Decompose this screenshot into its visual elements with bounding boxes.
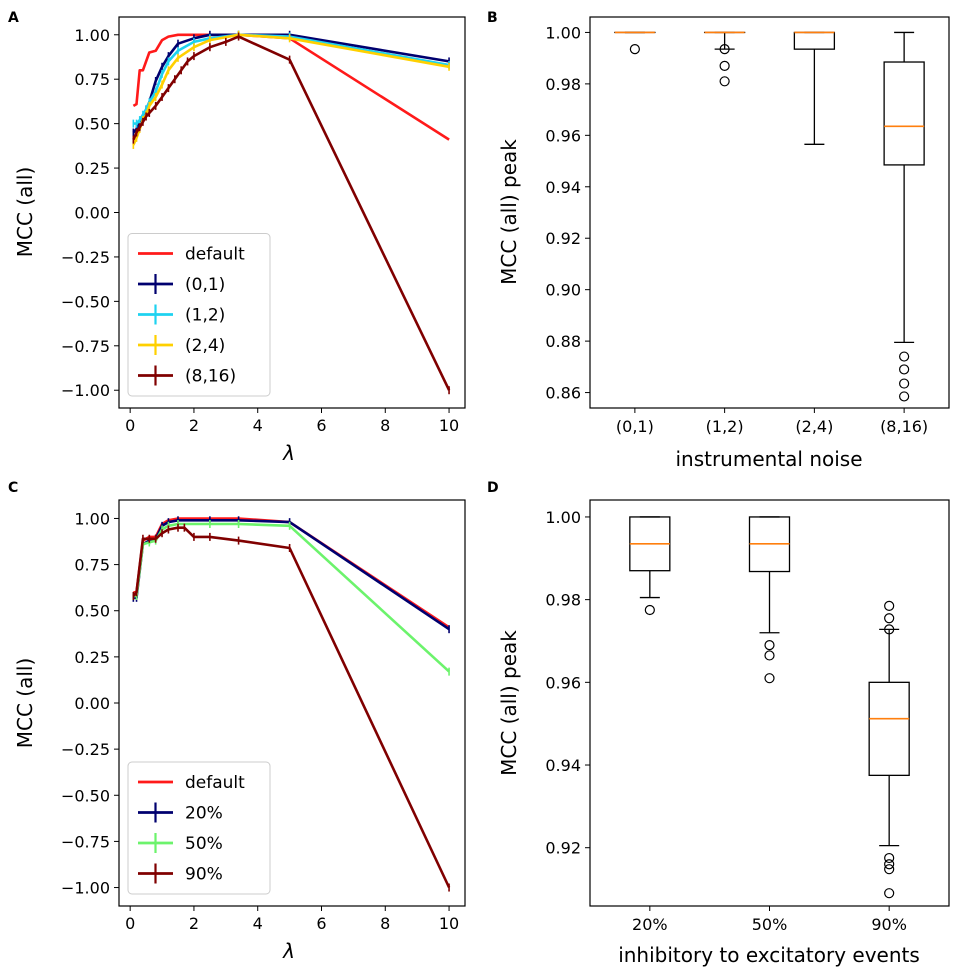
panel-c: C −1.00 −0.75 −0.50 −0.25 0.00 0.25 0.50 0.75 1.… (8, 480, 465, 963)
panel-c-ytick-label: 0.00 (74, 694, 110, 713)
panel-d-flier (765, 651, 774, 660)
panel-b-flier (630, 45, 639, 54)
panel-d-ytick-label: 0.94 (545, 756, 581, 775)
panel-a-legend-label: (1,2) (185, 306, 225, 326)
panel-a-ytick-label: −1.00 (61, 381, 110, 400)
panel-d-ytick-label: 1.00 (545, 508, 581, 527)
panel-d-xtick-label: 90% (871, 915, 907, 934)
panel-b-xtick-label: (1,2) (706, 417, 744, 436)
panel-d-ytick-label: 0.96 (545, 673, 581, 692)
panel-c-legend-label: default (185, 773, 245, 793)
panel-c-legend-label: 50% (185, 834, 223, 854)
panel-c-xlabel: λ (282, 939, 295, 963)
panel-c-xtick-label: 8 (380, 914, 390, 933)
panel-d-xtick-label: 50% (752, 915, 788, 934)
panel-b-ytick-label: 0.92 (545, 229, 581, 248)
panel-b-ylabel: MCC (all) peak (497, 139, 521, 285)
panel-d-xtick-label: 20% (632, 915, 668, 934)
panel-a-xtick-label: 2 (189, 416, 199, 435)
panel-a-xtick-label: 8 (380, 416, 390, 435)
panel-b-flier (720, 77, 729, 86)
panel-b-ytick-label: 1.00 (545, 23, 581, 42)
panel-d-box (869, 682, 909, 775)
panel-a-xtick-label: 6 (316, 416, 326, 435)
panel-b-axes-frame (590, 17, 949, 408)
panel-c-xtick-label: 2 (189, 914, 199, 933)
panel-b-ytick-label: 0.94 (545, 178, 581, 197)
panel-c-legend-label: 90% (185, 865, 223, 885)
panel-b-flier (900, 392, 909, 401)
panel-a-ytick-label: −0.75 (61, 337, 110, 356)
panel-c-xtick-label: 4 (253, 914, 263, 933)
panel-b-ytick-label: 0.98 (545, 75, 581, 94)
panel-b-box (884, 62, 924, 165)
panel-d-flier (885, 889, 894, 898)
panel-d: D 0.92 0.94 0.96 0.98 1.00 20% 50% 90% inhibito… (487, 480, 949, 967)
panel-a-ytick-label: −0.50 (61, 292, 110, 311)
panel-a-ytick-label: 0.00 (74, 204, 110, 223)
panel-a-legend-label: (8,16) (185, 367, 236, 387)
panel-d-flier (765, 674, 774, 683)
panel-d-ylabel: MCC (all) peak (497, 630, 521, 776)
panel-a-ylabel: MCC (all) (13, 167, 37, 258)
panel-c-xtick-label: 10 (439, 914, 459, 933)
panel-c-letter: C (8, 480, 18, 496)
panel-c-ytick-label: 1.00 (74, 509, 110, 528)
panel-a-ytick-label: 0.75 (74, 70, 110, 89)
panel-b: B 0.86 0.88 0.90 0.92 0.94 0.96 0.98 1.00 (0,1) (… (487, 10, 949, 471)
panel-a-xtick-label: 0 (125, 416, 135, 435)
panel-b-flier (900, 379, 909, 388)
panel-a-ytick-label: 1.00 (74, 26, 110, 45)
panel-c-ytick-label: −0.75 (61, 832, 110, 851)
panel-c-ytick-label: 0.75 (74, 556, 110, 575)
panel-d-ytick-label: 0.92 (545, 839, 581, 858)
panel-c-legend: default 20% 50% 90% (128, 762, 270, 894)
panel-a-ytick-label: 0.50 (74, 115, 110, 134)
panel-b-flier (900, 365, 909, 374)
panel-d-ytick-label: 0.98 (545, 591, 581, 610)
panel-c-series-20-line (133, 520, 449, 629)
panel-b-flier (720, 61, 729, 70)
panel-a-ytick-label: 0.25 (74, 159, 110, 178)
panel-c-xtick-label: 0 (125, 914, 135, 933)
panel-b-xtick-label: (0,1) (616, 417, 654, 436)
panel-b-xlabel: instrumental noise (675, 447, 862, 471)
panel-b-xtick-label: (8,16) (880, 417, 928, 436)
panel-d-flier (885, 614, 894, 623)
panel-a-series-2-4-line (133, 35, 449, 145)
panel-c-xtick-label: 6 (316, 914, 326, 933)
panel-b-ytick-label: 0.90 (545, 281, 581, 300)
panel-a: A −1.00 −0.75 −0.50 −0.25 0.00 0.25 0.50 0.75 1.… (8, 10, 465, 465)
panel-b-box (794, 32, 834, 49)
panel-a-legend: default (0,1) (1,2) (2,4) (8,16) (128, 234, 270, 397)
panel-d-flier (885, 601, 894, 610)
panel-b-ytick-label: 0.96 (545, 126, 581, 145)
panel-a-xtick-label: 10 (439, 416, 459, 435)
panel-a-legend-label: (0,1) (185, 275, 225, 295)
panel-b-letter: B (487, 10, 498, 26)
panel-a-legend-label: (2,4) (185, 336, 225, 356)
panel-b-flier (900, 352, 909, 361)
panel-c-legend-label: 20% (185, 804, 223, 824)
panel-c-ytick-label: −1.00 (61, 879, 110, 898)
panel-c-ylabel: MCC (all) (13, 658, 37, 749)
panel-c-ytick-label: −0.50 (61, 786, 110, 805)
figure: A −1.00 −0.75 −0.50 −0.25 0.00 0.25 0.50 0.75 1.… (0, 0, 957, 969)
panel-d-flier (645, 605, 654, 614)
panel-b-ytick-label: 0.86 (545, 384, 581, 403)
panel-c-ytick-label: −0.25 (61, 740, 110, 759)
panel-a-xtick-label: 4 (253, 416, 263, 435)
panel-d-xlabel: inhibitory to excitatory events (618, 943, 920, 967)
panel-d-letter: D (487, 480, 499, 496)
panel-d-flier (765, 641, 774, 650)
panel-a-legend-label: default (185, 245, 245, 265)
panel-a-letter: A (8, 10, 19, 26)
panel-a-xlabel: λ (282, 441, 295, 465)
panel-b-xtick-label: (2,4) (795, 417, 833, 436)
panel-c-series-default-line (133, 519, 449, 628)
panel-b-ytick-label: 0.88 (545, 332, 581, 351)
panel-c-ytick-label: 0.50 (74, 602, 110, 621)
panel-c-ytick-label: 0.25 (74, 648, 110, 667)
panel-a-ytick-label: −0.25 (61, 248, 110, 267)
